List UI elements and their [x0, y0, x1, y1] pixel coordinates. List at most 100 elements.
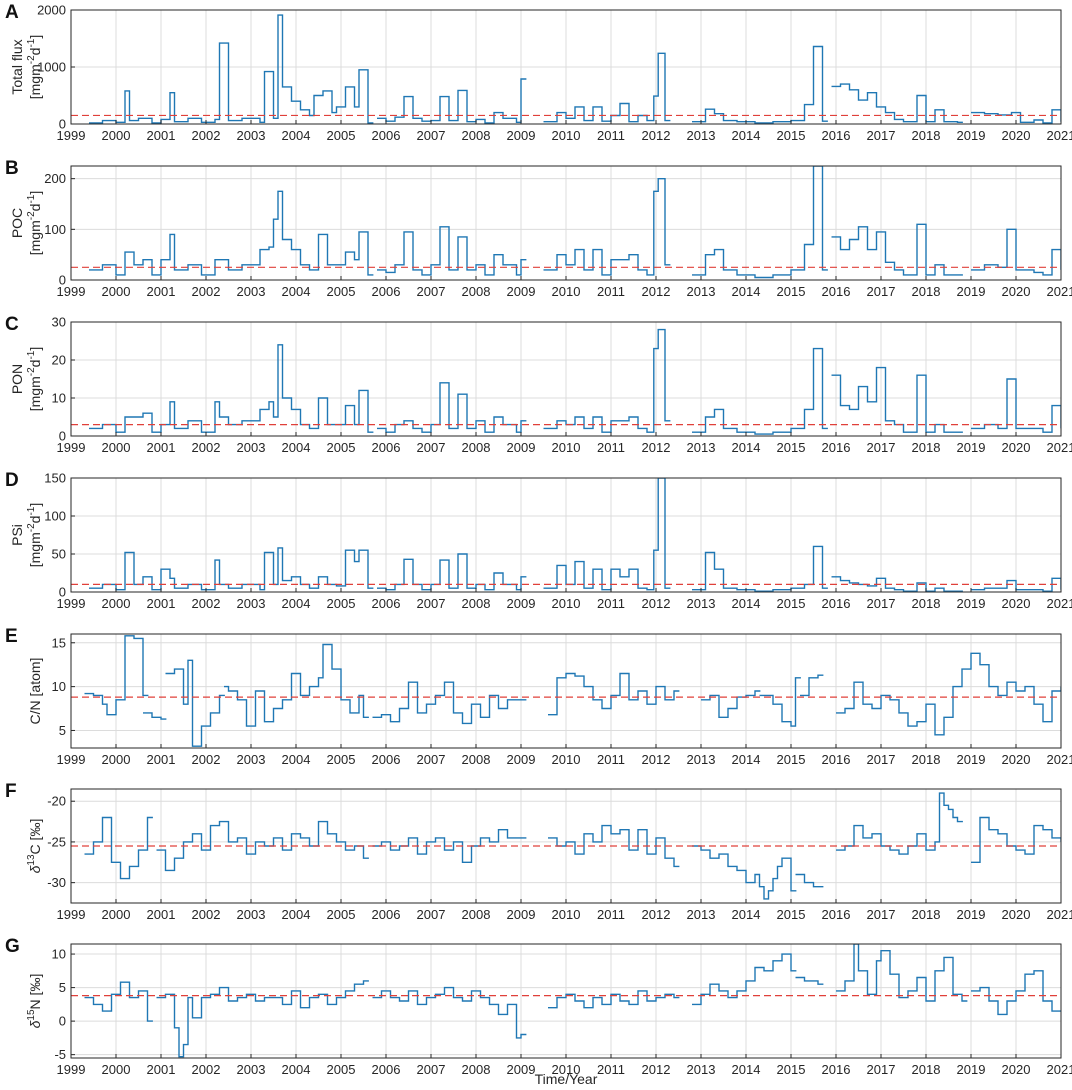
y-tick-label: 150 [44, 471, 66, 486]
x-tick-label: 2009 [507, 1062, 536, 1077]
x-tick-label: 2021 [1047, 596, 1072, 611]
x-tick-label: 2000 [102, 440, 131, 455]
x-tick-label: 1999 [57, 907, 86, 922]
series-segment [165, 659, 225, 747]
x-tick-label: 2002 [192, 284, 221, 299]
x-tick-label: 2017 [867, 596, 896, 611]
x-tick-label: 2001 [147, 752, 176, 767]
data-series [89, 328, 1061, 435]
x-tick-label: 2006 [372, 128, 401, 143]
x-tick-label: 2003 [237, 284, 266, 299]
y-tick-label: 0 [59, 273, 66, 288]
x-tick-label: 2007 [417, 596, 446, 611]
y-axis-label-part: d [27, 204, 43, 212]
x-tick-label: 2019 [957, 440, 986, 455]
panel-label: E [5, 626, 18, 647]
y-tick-label: 50 [52, 547, 66, 562]
y-tick-label: 100 [44, 222, 66, 237]
panel-label: D [5, 470, 19, 491]
y-tick-label: -20 [47, 794, 66, 809]
panel-label: F [5, 781, 17, 802]
x-tick-label: 2002 [192, 1062, 221, 1077]
series-segment [692, 347, 828, 435]
data-series [84, 635, 1061, 747]
y-axis-label-part: C/N [atom] [27, 658, 43, 725]
x-tick-label: 2017 [867, 1062, 896, 1077]
x-tick-label: 2021 [1047, 440, 1072, 455]
x-tick-label: 2003 [237, 440, 266, 455]
x-tick-label: 2019 [957, 596, 986, 611]
series-segment [372, 986, 527, 1039]
y-axis-label-line1: PON [9, 364, 25, 394]
x-tick-label: 2000 [102, 1062, 131, 1077]
x-tick-label: 2014 [732, 128, 761, 143]
x-tick-label: 2015 [777, 596, 806, 611]
x-tick-label: 2018 [912, 440, 941, 455]
y-axis-label-line1: PSi [9, 524, 25, 546]
x-tick-label: 1999 [57, 440, 86, 455]
x-tick-label: 2010 [552, 1062, 581, 1077]
x-tick-label: 2014 [732, 596, 761, 611]
series-segment [831, 223, 963, 276]
x-tick-label: 2004 [282, 907, 311, 922]
series-segment [836, 944, 968, 1002]
x-tick-label: 2003 [237, 1062, 266, 1077]
x-tick-label: 2008 [462, 440, 491, 455]
x-tick-label: 2005 [327, 284, 356, 299]
x-tick-label: 2016 [822, 284, 851, 299]
y-tick-label: 30 [52, 315, 66, 330]
y-axis-label-line2: [mgm-2d-1] [26, 503, 43, 568]
y-axis-label-part: -1 [26, 506, 37, 515]
x-tick-label: 2010 [552, 752, 581, 767]
series-segment [692, 166, 828, 279]
x-tick-label: 2020 [1002, 1062, 1031, 1077]
x-tick-label: 2014 [732, 752, 761, 767]
series-segment [377, 78, 527, 124]
x-tick-label: 2018 [912, 752, 941, 767]
y-axis-label-part: -2 [26, 211, 37, 220]
x-tick-label: 2004 [282, 440, 311, 455]
y-axis-label-line2: [mgm-2d-1] [26, 35, 43, 100]
x-tick-label: 2009 [507, 284, 536, 299]
series-segment [971, 228, 1061, 276]
y-axis-label-part: 15 [26, 1009, 37, 1021]
x-tick-label: 2007 [417, 440, 446, 455]
x-tick-label: 2008 [462, 907, 491, 922]
x-tick-label: 2004 [282, 752, 311, 767]
x-tick-label: 2021 [1047, 907, 1072, 922]
data-series [89, 14, 1061, 124]
x-tick-label: 1999 [57, 596, 86, 611]
x-tick-label: 2006 [372, 1062, 401, 1077]
y-axis-label-part: d [27, 516, 43, 524]
x-tick-label: 2002 [192, 128, 221, 143]
y-tick-label: 0 [59, 429, 66, 444]
x-tick-label: 2003 [237, 596, 266, 611]
x-tick-label: 2012 [642, 752, 671, 767]
series-segment [836, 792, 963, 855]
y-axis-label-line1: Total flux [9, 39, 25, 94]
x-tick-label: 2002 [192, 752, 221, 767]
x-tick-label: 2020 [1002, 596, 1031, 611]
series-segment [795, 873, 824, 888]
y-axis-label: δ15N [‰] [26, 974, 43, 1029]
y-tick-label: -30 [47, 875, 66, 890]
y-tick-label: 15 [52, 635, 66, 650]
x-tick-label: 2003 [237, 907, 266, 922]
y-axis-label-part: N [‰] [27, 974, 43, 1010]
series-segment [548, 672, 680, 716]
series-segment [143, 712, 167, 720]
y-tick-label: 2000 [37, 3, 66, 18]
series-segment [831, 576, 963, 592]
y-tick-label: 10 [52, 947, 66, 962]
x-tick-label: 2016 [822, 752, 851, 767]
y-tick-label: 5 [59, 980, 66, 995]
x-tick-label: 2021 [1047, 284, 1072, 299]
series-segment [692, 953, 797, 1006]
x-tick-label: 1999 [57, 752, 86, 767]
x-tick-label: 2019 [957, 752, 986, 767]
y-axis-label-part: C [‰] [27, 819, 43, 855]
series-segment [759, 677, 801, 727]
data-series [89, 166, 1061, 279]
x-tick-label: 2004 [282, 284, 311, 299]
